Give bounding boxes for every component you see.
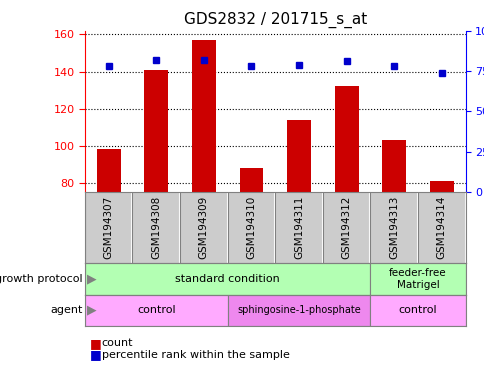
- Bar: [97, 149, 121, 192]
- Text: sphingosine-1-phosphate: sphingosine-1-phosphate: [237, 305, 360, 315]
- Text: ▶: ▶: [87, 304, 97, 317]
- Text: ■: ■: [90, 348, 101, 361]
- Text: agent: agent: [50, 305, 82, 315]
- Text: GSM194311: GSM194311: [293, 196, 303, 259]
- Text: feeder-free
Matrigel: feeder-free Matrigel: [388, 268, 446, 290]
- Text: count: count: [102, 338, 133, 348]
- Bar: [85, 263, 370, 295]
- Bar: [227, 295, 370, 326]
- Bar: [144, 70, 168, 192]
- Text: GSM194312: GSM194312: [341, 196, 351, 259]
- Bar: [429, 181, 453, 192]
- Bar: [381, 140, 405, 192]
- Title: GDS2832 / 201715_s_at: GDS2832 / 201715_s_at: [183, 12, 366, 28]
- Text: GSM194308: GSM194308: [151, 196, 161, 259]
- Bar: [370, 295, 465, 326]
- Text: percentile rank within the sample: percentile rank within the sample: [102, 350, 289, 360]
- Bar: [85, 295, 227, 326]
- Bar: [192, 40, 215, 192]
- Bar: [287, 120, 310, 192]
- Text: GSM194313: GSM194313: [389, 196, 398, 259]
- Bar: [239, 168, 263, 192]
- Text: standard condition: standard condition: [175, 274, 279, 284]
- Text: GSM194314: GSM194314: [436, 196, 446, 259]
- Text: ▶: ▶: [87, 272, 97, 285]
- Text: ■: ■: [90, 337, 101, 350]
- Text: control: control: [136, 305, 175, 315]
- Text: GSM194307: GSM194307: [104, 196, 113, 259]
- Text: control: control: [398, 305, 437, 315]
- Text: GSM194310: GSM194310: [246, 196, 256, 259]
- Text: growth protocol: growth protocol: [0, 274, 82, 284]
- Bar: [370, 263, 465, 295]
- Text: GSM194309: GSM194309: [198, 196, 209, 259]
- Bar: [334, 86, 358, 192]
